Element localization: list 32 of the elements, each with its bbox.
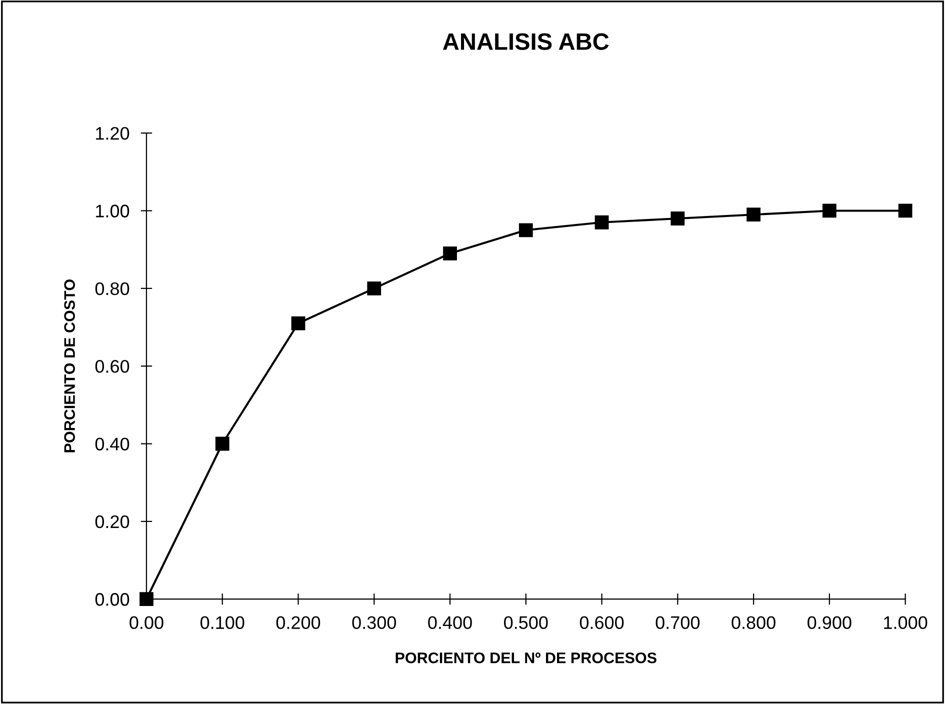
point (670, 212, 685, 226)
y-axis-title: PORCIENTO DE COSTO (64, 280, 75, 452)
point (443, 246, 457, 260)
y-tick-label: 1.00 (96, 204, 130, 218)
x-tick-label: 0.400 (428, 616, 472, 630)
y-tick-label: 0.80 (95, 282, 130, 296)
y-tick-label: 0.00 (95, 593, 130, 606)
point (746, 208, 760, 222)
y-tick-label: 0.20 (95, 515, 130, 528)
point (215, 436, 230, 451)
y-tick-label: 1.20 (96, 126, 130, 140)
x-tick-label: 0.200 (276, 616, 320, 630)
x-tick-label: 0.300 (352, 616, 396, 630)
point (594, 215, 609, 230)
point (140, 592, 154, 606)
chart-title: ANALISIS ABC (442, 33, 609, 50)
x-tick-label: 0.700 (656, 616, 700, 630)
point (367, 281, 382, 296)
x-tick-label: 0.900 (808, 616, 852, 630)
y-tick-label: 0.40 (95, 438, 130, 450)
x-axis-title: PORCIENTO DEL Nº DE PROCESOS (396, 652, 656, 664)
x-tick-label: 0.00 (130, 616, 164, 630)
x-tick-label: 0.600 (580, 616, 624, 630)
x-tick-label: 0.100 (200, 616, 244, 630)
point (518, 223, 533, 238)
x-tick-label: 0.800 (732, 616, 776, 630)
point (898, 204, 912, 218)
x-tick-label: 1.000 (884, 616, 928, 630)
y-tick-label: 0.60 (95, 360, 130, 373)
x-tick-label: 0.500 (504, 616, 548, 630)
point (822, 204, 836, 218)
point (291, 316, 306, 330)
